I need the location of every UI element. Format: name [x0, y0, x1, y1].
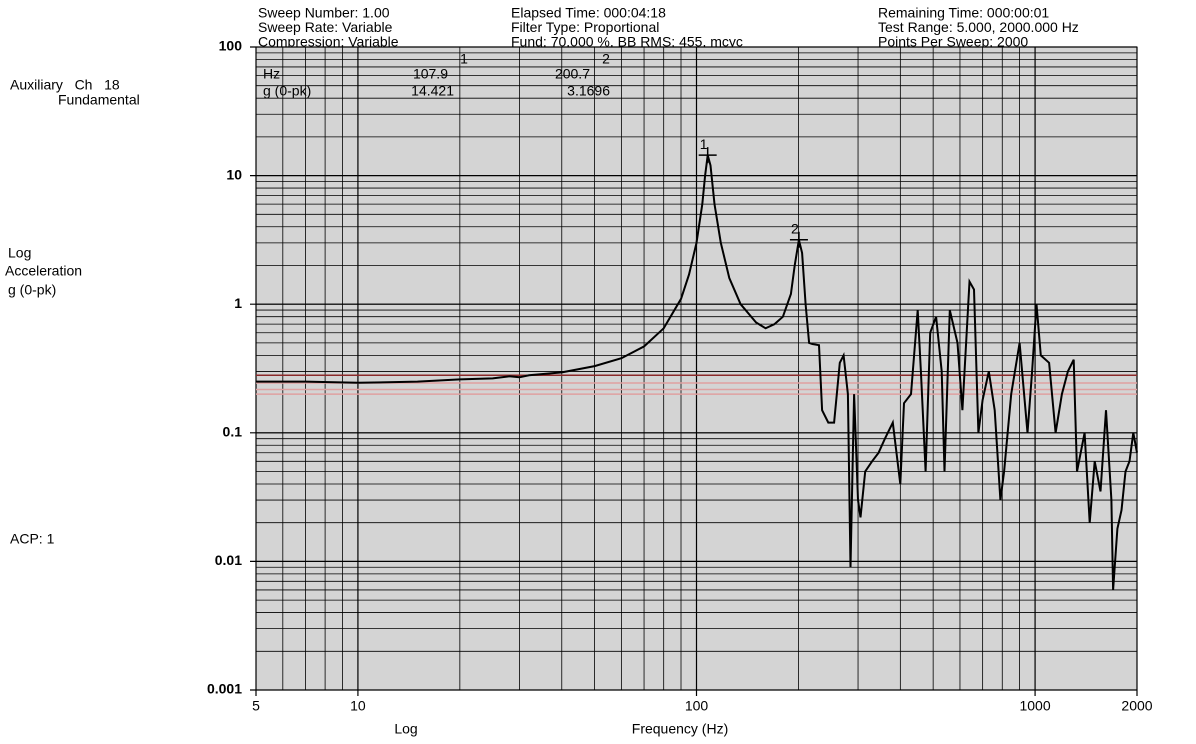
- y-tick-label: 0.01: [215, 552, 242, 568]
- readout-marker-label: 1: [460, 51, 468, 67]
- y-tick-label: 10: [226, 166, 242, 182]
- x-scale-label: Log: [394, 721, 417, 737]
- y-axis-label: Acceleration: [5, 263, 82, 279]
- readout-x: 200.7: [555, 66, 590, 82]
- header-text: Remaining Time: 000:00:01: [878, 5, 1049, 21]
- header-text: Filter Type: Proportional: [511, 19, 659, 35]
- data-line: [256, 154, 1138, 590]
- y-tick-label: 1: [234, 295, 242, 311]
- header-text: Sweep Number: 1.00: [258, 5, 390, 21]
- marker-label: 2: [791, 220, 799, 236]
- header-text: Sweep Rate: Variable: [258, 19, 393, 35]
- y-tick-label: 0.001: [207, 681, 242, 697]
- note: ACP: 1: [10, 531, 55, 547]
- y-axis-label: g (0-pk): [8, 282, 56, 298]
- y-tick-label: 100: [219, 38, 243, 54]
- readout-label: Hz: [263, 66, 280, 82]
- readout-y: 14.421: [411, 83, 454, 99]
- readout-y: 3.1696: [567, 83, 610, 99]
- readout-label: g (0-pk): [263, 83, 311, 99]
- y-axis-label: Log: [8, 245, 31, 261]
- channel-label: Auxiliary Ch 18: [10, 77, 120, 93]
- x-tick-label: 5: [252, 698, 260, 714]
- header-text: Compression: Variable: [258, 34, 399, 50]
- header-text: Fund: 70.000 %, BB RMS: 455. mcyc: [511, 34, 743, 50]
- header-text: Test Range: 5.000, 2000.000 Hz: [878, 19, 1079, 35]
- marker-label: 1: [700, 136, 708, 152]
- y-tick-label: 0.1: [223, 424, 243, 440]
- readout-x: 107.9: [413, 66, 448, 82]
- x-tick-label: 1000: [1019, 698, 1050, 714]
- header-text: Elapsed Time: 000:04:18: [511, 5, 666, 21]
- x-tick-label: 2000: [1121, 698, 1152, 714]
- header-text: Points Per Sweep: 2000: [878, 34, 1028, 50]
- subtitle: Fundamental: [58, 92, 140, 108]
- x-tick-label: 10: [350, 698, 366, 714]
- x-tick-label: 100: [685, 698, 709, 714]
- readout-marker-label: 2: [602, 51, 610, 67]
- x-axis-label: Frequency (Hz): [632, 721, 728, 737]
